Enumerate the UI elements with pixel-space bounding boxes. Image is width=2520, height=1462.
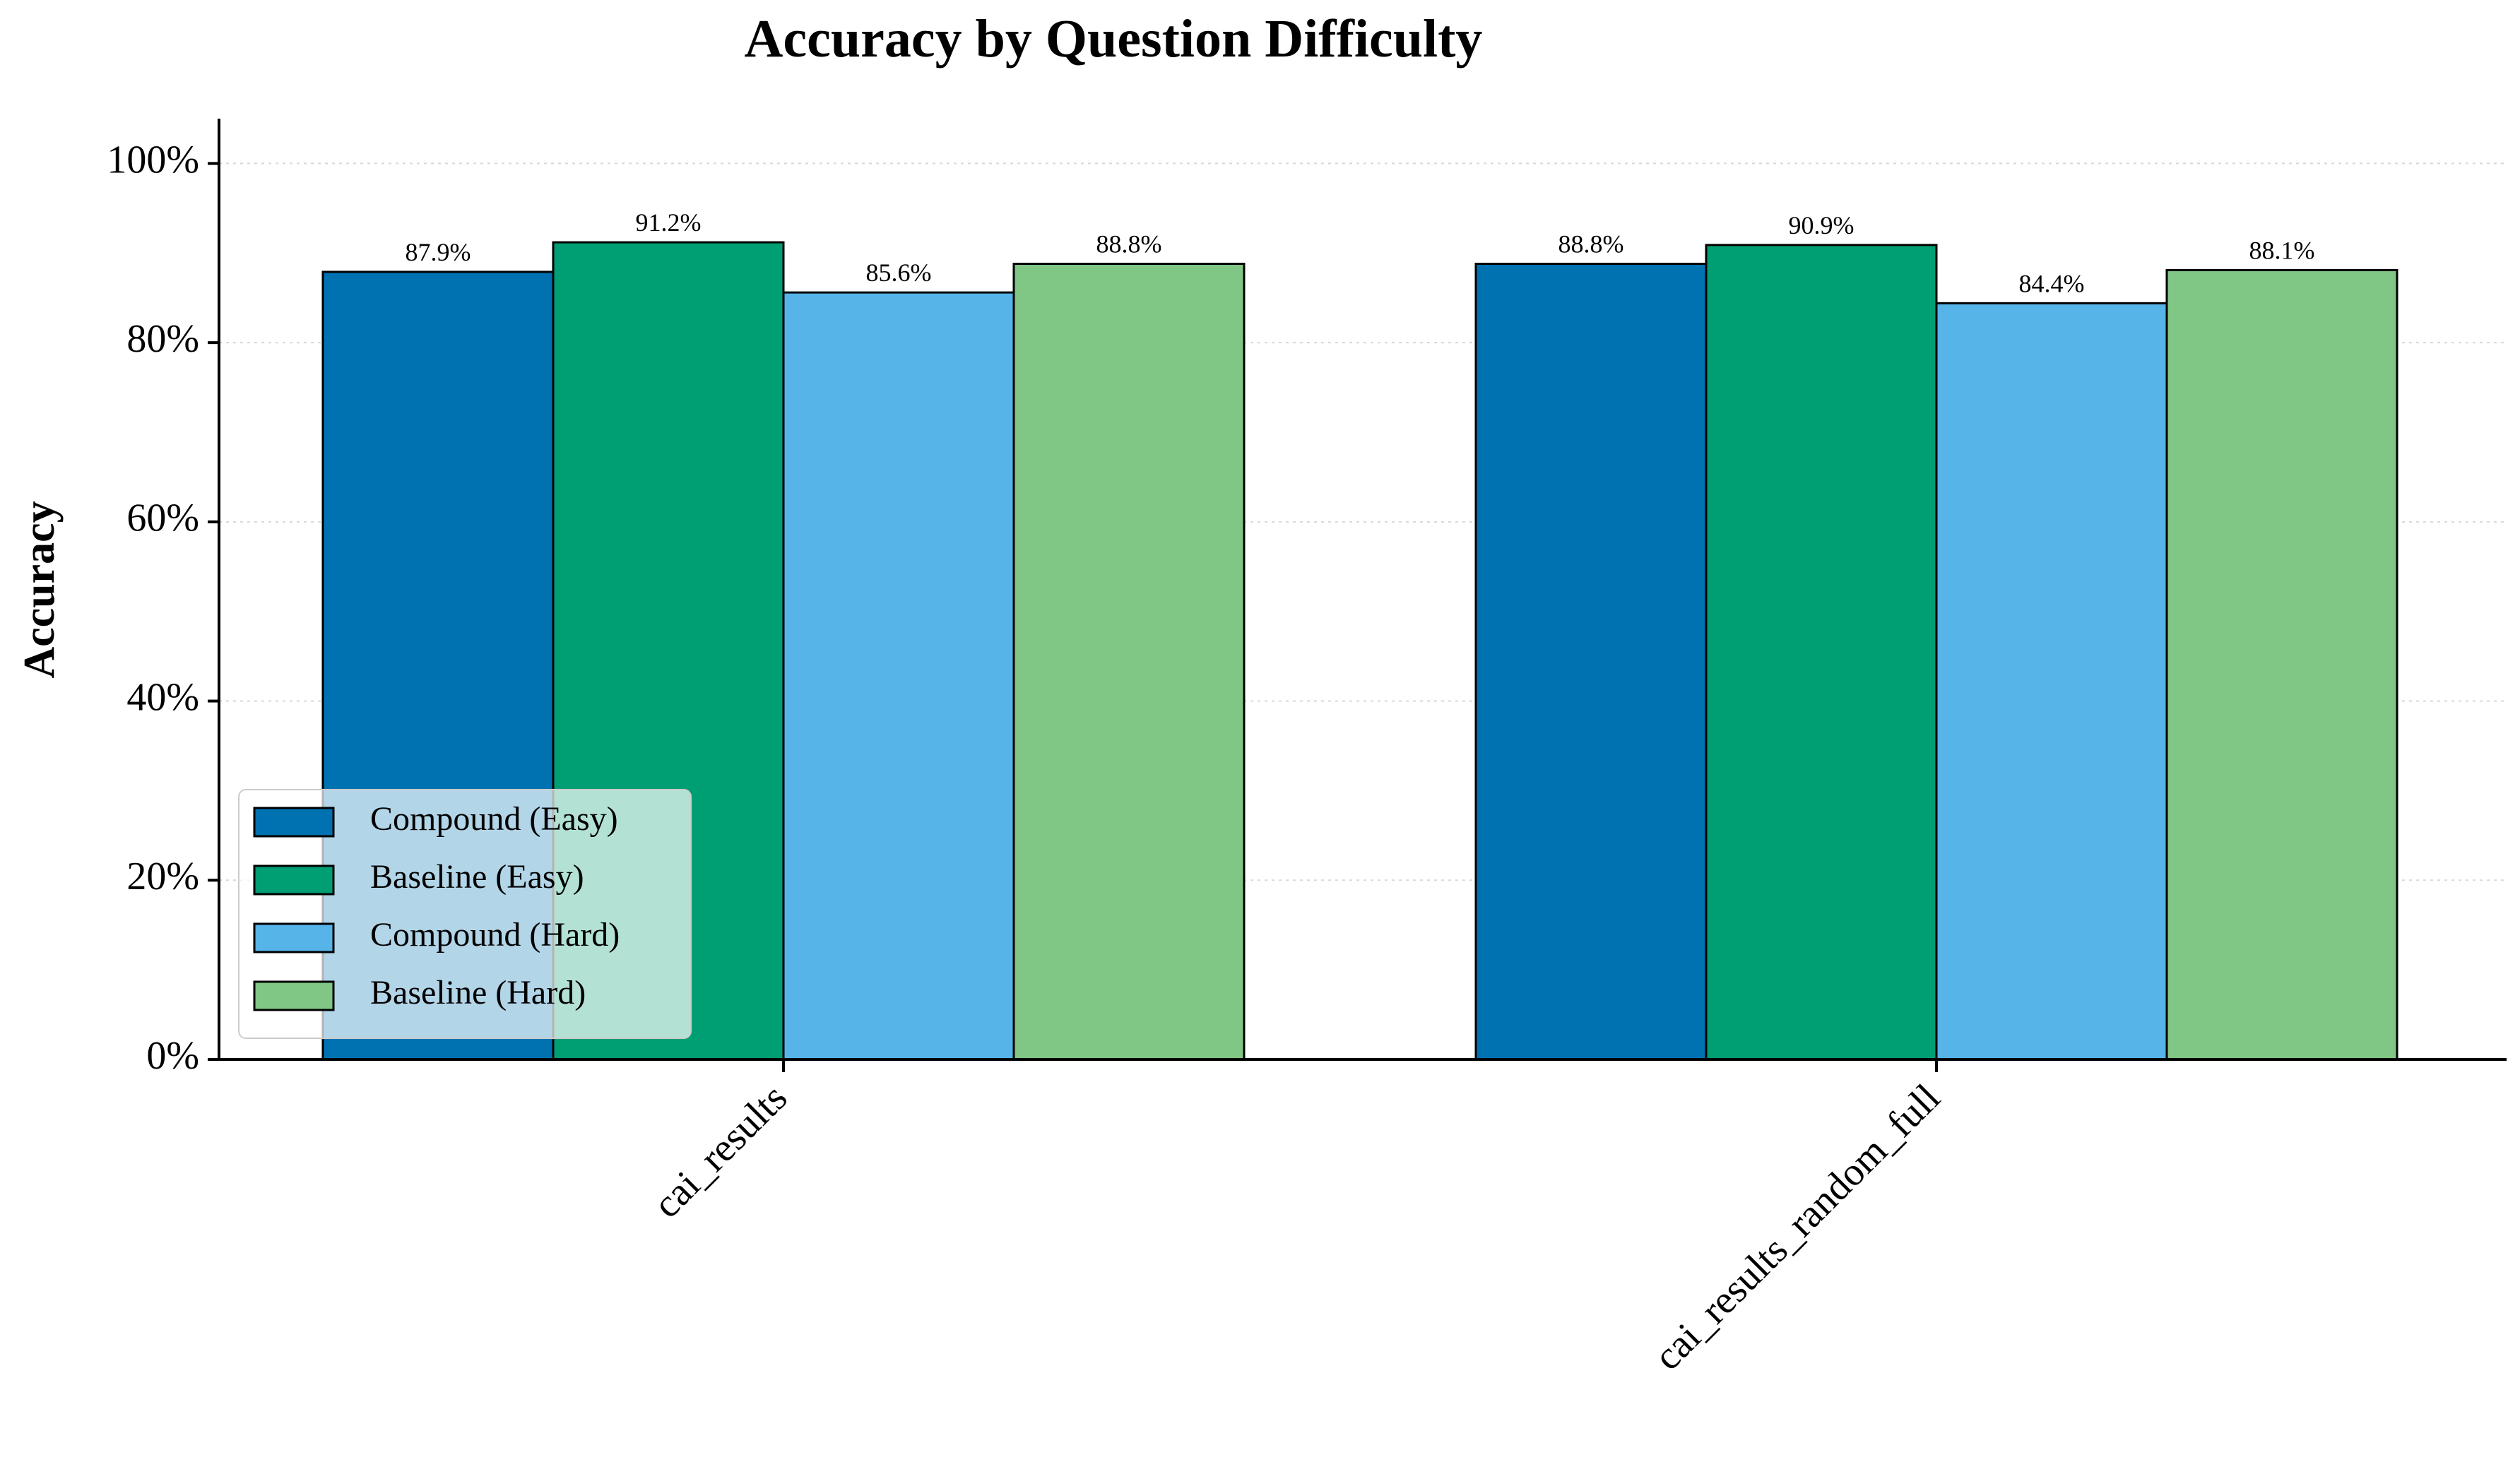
bar-baseline-hard-cai-results-random-full [2165,268,2398,1061]
y-tick-label: 40% [126,675,199,719]
legend-swatch-compound-easy [253,807,335,838]
data-label-baseline-hard-cai-results-random-full: 88.1% [2249,236,2315,264]
bar-baseline-easy-cai-results-random-full [1705,244,1938,1061]
data-label-compound-easy-cai-results-random-full: 88.8% [1558,230,1624,258]
legend-label-compound-hard: Compound (Hard) [370,916,620,953]
x-tick-label: cai_results [645,1076,795,1226]
y-tick-label: 60% [126,497,199,540]
data-label-compound-easy-cai-results: 87.9% [406,238,471,266]
bar-compound-easy-cai-results-random-full [1474,263,1708,1061]
y-tick-label: 20% [126,855,199,898]
y-tick-label: 80% [126,317,199,361]
y-tick-label: 0% [146,1034,199,1078]
legend-label-baseline-hard: Baseline (Hard) [370,974,586,1011]
x-tick-label: cai_results_random_full [1645,1076,1948,1379]
legend-swatch-baseline-hard [253,980,335,1011]
data-label-compound-hard-cai-results: 85.6% [866,258,932,287]
legend: Compound (Easy) Baseline (Easy) Compound (… [238,789,692,1039]
data-labels: 87.9% 91.2% 85.6% 88.8% 88.8% 90.9% 84.4% 88.1% [406,208,2315,297]
chart-title: Accuracy by Question Difficulty [745,9,1483,69]
bar-compound-hard-cai-results [782,291,1015,1061]
bar-compound-hard-cai-results-random-full [1935,302,2168,1061]
legend-swatch-baseline-easy [253,864,335,896]
data-label-compound-hard-cai-results-random-full: 84.4% [2019,269,2085,297]
y-tick-label: 100% [107,138,199,182]
bar-baseline-hard-cai-results [1012,263,1246,1061]
data-label-baseline-easy-cai-results-random-full: 90.9% [1789,211,1854,239]
legend-label-compound-easy: Compound (Easy) [370,800,618,838]
data-label-baseline-hard-cai-results: 88.8% [1096,230,1162,258]
legend-box [238,789,692,1039]
legend-label-baseline-easy: Baseline (Easy) [370,858,584,896]
data-label-baseline-easy-cai-results: 91.2% [636,208,702,237]
y-axis-label: Accuracy [16,501,64,678]
legend-swatch-compound-hard [253,922,335,953]
